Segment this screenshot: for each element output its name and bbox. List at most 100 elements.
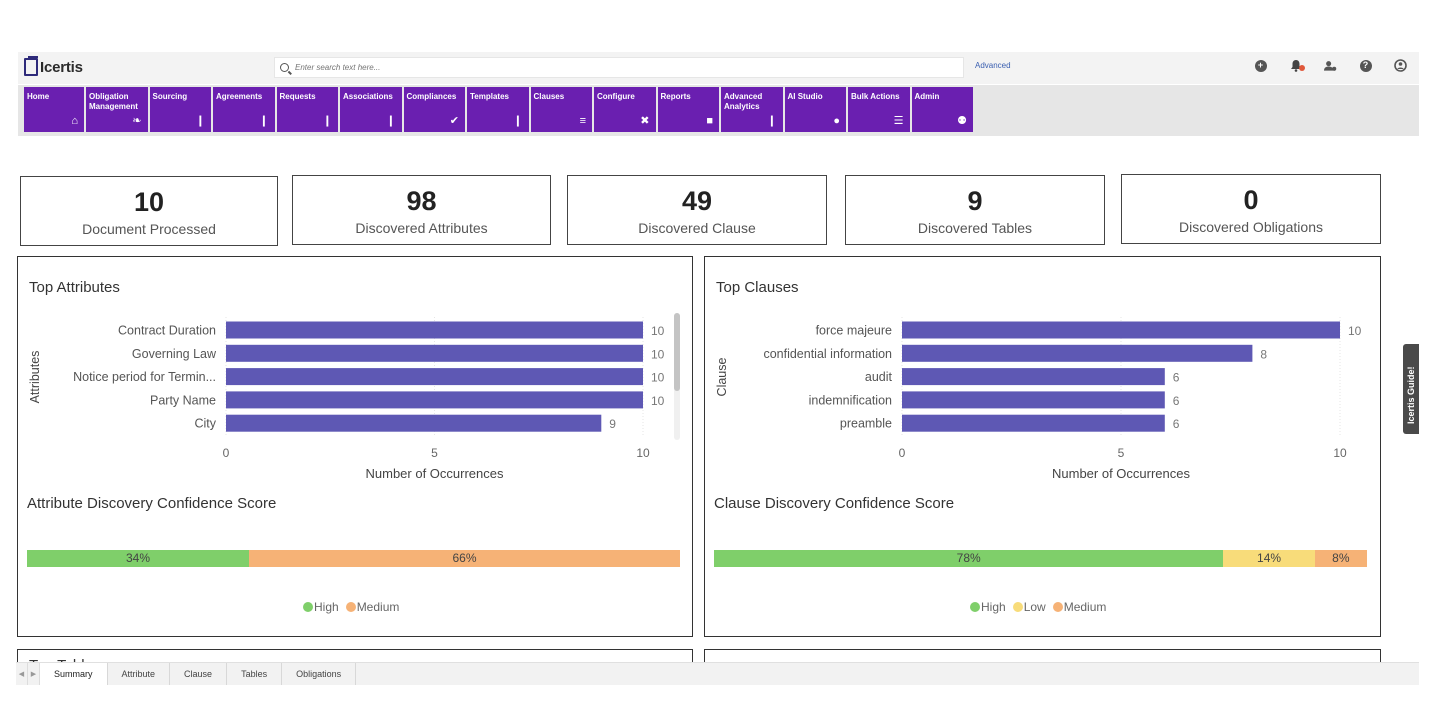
attribute-confidence-bar: 34% 66%: [27, 550, 680, 567]
nav-item-bulk-actions[interactable]: Bulk Actions ☰: [848, 87, 910, 132]
category-label: indemnification: [809, 393, 892, 407]
bar[interactable]: [902, 321, 1340, 339]
search-box[interactable]: [274, 57, 964, 78]
users-icon[interactable]: [1324, 59, 1337, 72]
icertis-guide-tab[interactable]: Icertis Guide!: [1403, 344, 1419, 434]
nav-item-label: AI Studio: [787, 92, 823, 101]
nav-item-ai-studio[interactable]: AI Studio ●: [784, 87, 846, 132]
confidence-segment[interactable]: 34%: [27, 550, 250, 567]
nav-item-admin[interactable]: Admin ⚉: [911, 87, 973, 132]
kpi-label: Discovered Tables: [917, 220, 1033, 236]
user-circle-icon[interactable]: [1394, 59, 1407, 72]
scrollbar-thumb[interactable]: [674, 313, 680, 391]
x-tick-label: 5: [1118, 446, 1125, 460]
tab-summary[interactable]: Summary: [40, 663, 108, 685]
x-axis-label: Number of Occurrences: [366, 466, 504, 481]
nav-item-advanced-analytics[interactable]: Advanced Analytics ❙: [721, 87, 783, 132]
confidence-segment[interactable]: 14%: [1223, 550, 1315, 567]
kpi-value: 10: [133, 187, 165, 217]
icertis-logo[interactable]: Icertis: [24, 56, 83, 76]
tab-clause[interactable]: Clause: [170, 663, 228, 685]
bar[interactable]: [902, 414, 1165, 432]
category-label: force majeure: [816, 324, 892, 338]
document-icon: ❙: [513, 115, 523, 127]
nav-item-label: Home: [27, 92, 50, 101]
kpi-value: 49: [681, 186, 713, 216]
kpi-label: Discovered Clause: [638, 220, 756, 236]
nav-item-label: Associations: [343, 92, 393, 101]
nav-item-label: Admin: [914, 92, 940, 101]
bar[interactable]: [902, 368, 1165, 386]
nav-item-configure[interactable]: Configure ✖: [594, 87, 656, 132]
confidence-segment[interactable]: 66%: [249, 550, 680, 567]
legend-label: Medium: [1063, 600, 1107, 614]
nav-item-compliances[interactable]: Compliances ✔: [403, 87, 465, 132]
bar[interactable]: [902, 391, 1165, 409]
advanced-search-link[interactable]: Advanced: [975, 61, 1011, 70]
notification-dot: [1299, 65, 1305, 71]
legend-dot-icon: [345, 602, 356, 612]
data-label: 10: [651, 371, 665, 385]
nav-item-home[interactable]: Home ⌂: [24, 87, 84, 132]
category-label: Party Name: [150, 393, 216, 407]
layers-icon: ☰: [893, 115, 904, 127]
x-tick-label: 10: [636, 446, 650, 460]
search-icon: [280, 63, 289, 72]
handshake-icon: ❧: [132, 115, 142, 127]
tab-obligations[interactable]: Obligations: [282, 663, 357, 685]
data-label: 6: [1173, 417, 1180, 431]
tab-attribute[interactable]: Attribute: [108, 663, 171, 685]
kpi-discovered-clause: 49 Discovered Clause: [567, 175, 827, 245]
bar[interactable]: [226, 344, 643, 362]
bar[interactable]: [226, 391, 643, 409]
tab-tables[interactable]: Tables: [227, 663, 283, 685]
x-axis-label: Number of Occurrences: [1052, 466, 1190, 481]
lightbulb-icon: ●: [833, 115, 840, 127]
nav-item-clauses[interactable]: Clauses ≡: [530, 87, 592, 132]
tab-scroll-right-icon[interactable]: ▶: [28, 663, 40, 685]
category-label: audit: [865, 370, 893, 384]
bar[interactable]: [226, 368, 643, 386]
logo-mark: [24, 56, 38, 76]
top-attributes-panel: Top Attributes 0 5 10 Contract Duration 10 Go…: [17, 256, 693, 637]
kpi-value: 0: [1243, 185, 1259, 215]
nav-item-requests[interactable]: Requests ❙: [276, 87, 338, 132]
x-tick-label: 0: [899, 446, 906, 460]
document-icon: ❙: [259, 115, 269, 127]
search-input[interactable]: [295, 63, 935, 72]
tab-scroll-left-icon[interactable]: ◀: [16, 663, 28, 685]
bar[interactable]: [902, 344, 1253, 362]
legend-dot-icon: [970, 602, 980, 612]
nav-item-agreements[interactable]: Agreements ❙: [213, 87, 275, 132]
confidence-title: Clause Discovery Confidence Score: [714, 495, 955, 512]
confidence-segment[interactable]: 8%: [1314, 550, 1367, 567]
top-header: Icertis Advanced + ?: [18, 52, 1419, 84]
bar[interactable]: [226, 414, 602, 432]
y-axis-label: Clause: [715, 358, 729, 397]
home-icon: ⌂: [71, 115, 78, 127]
nav-item-reports[interactable]: Reports ■: [657, 87, 719, 132]
legend-dot-icon: [303, 602, 313, 612]
legend-item[interactable]: Low: [1012, 600, 1046, 614]
legend-item[interactable]: High: [970, 600, 1006, 614]
plus-circle-icon[interactable]: +: [1254, 59, 1267, 72]
list-icon: ≡: [579, 115, 586, 127]
nav-item-sourcing[interactable]: Sourcing ❙: [149, 87, 211, 132]
legend-item[interactable]: High: [303, 600, 339, 614]
help-icon[interactable]: ?: [1359, 59, 1372, 72]
nav-item-obligation-management[interactable]: Obligation Management ❧: [86, 87, 148, 132]
nav-item-associations[interactable]: Associations ❙: [340, 87, 402, 132]
tools-icon: ✖: [640, 115, 650, 127]
bell-icon[interactable]: [1289, 59, 1305, 72]
legend-item[interactable]: Medium: [345, 600, 399, 614]
chart-scrollbar[interactable]: [674, 313, 680, 440]
legend-item[interactable]: Medium: [1052, 600, 1107, 614]
clause-confidence-legend: High Low Medium: [970, 600, 1109, 614]
nav-item-templates[interactable]: Templates ❙: [467, 87, 529, 132]
data-label: 10: [651, 347, 665, 361]
nav-item-label: Bulk Actions: [851, 92, 900, 101]
confidence-segment[interactable]: 78%: [714, 550, 1224, 567]
data-label: 6: [1173, 371, 1180, 385]
logo-text: Icertis: [40, 58, 83, 76]
bar[interactable]: [226, 321, 643, 339]
